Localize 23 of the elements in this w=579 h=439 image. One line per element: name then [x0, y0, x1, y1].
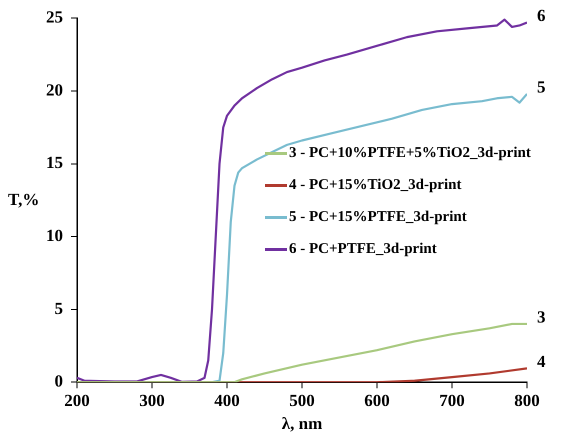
x-tick-label: 300	[139, 390, 165, 410]
x-tick-label: 800	[514, 390, 540, 410]
x-axis-title: λ, nm	[282, 414, 322, 434]
legend-label: 4 - PC+15%TiO2_3d-print	[289, 176, 462, 194]
y-axis-title: T,%	[8, 190, 40, 210]
y-tick-label: 0	[54, 372, 63, 391]
y-tick-label: 10	[46, 226, 63, 245]
x-tick-label: 200	[64, 390, 90, 410]
text: 3	[537, 307, 546, 326]
legend-label: 3 - PC+10%PTFE+5%TiO2_3d-print	[289, 144, 531, 162]
y-tick-label: 20	[46, 80, 63, 100]
text: 6	[537, 6, 546, 25]
text: 5	[537, 77, 546, 96]
x-tick-label: 700	[439, 390, 465, 410]
x-tick-label: 400	[214, 390, 240, 410]
legend-label: 6 - PC+PTFE_3d-print	[289, 240, 437, 258]
x-tick-label: 600	[364, 390, 390, 410]
x-tick-label: 500	[289, 390, 315, 410]
y-tick-label: 5	[54, 298, 63, 318]
y-tick-label: 15	[46, 153, 63, 172]
text: 4	[537, 352, 546, 371]
y-tick-label: 25	[46, 8, 63, 27]
legend-label: 5 - PC+15%PTFE_3d-print	[289, 208, 467, 226]
